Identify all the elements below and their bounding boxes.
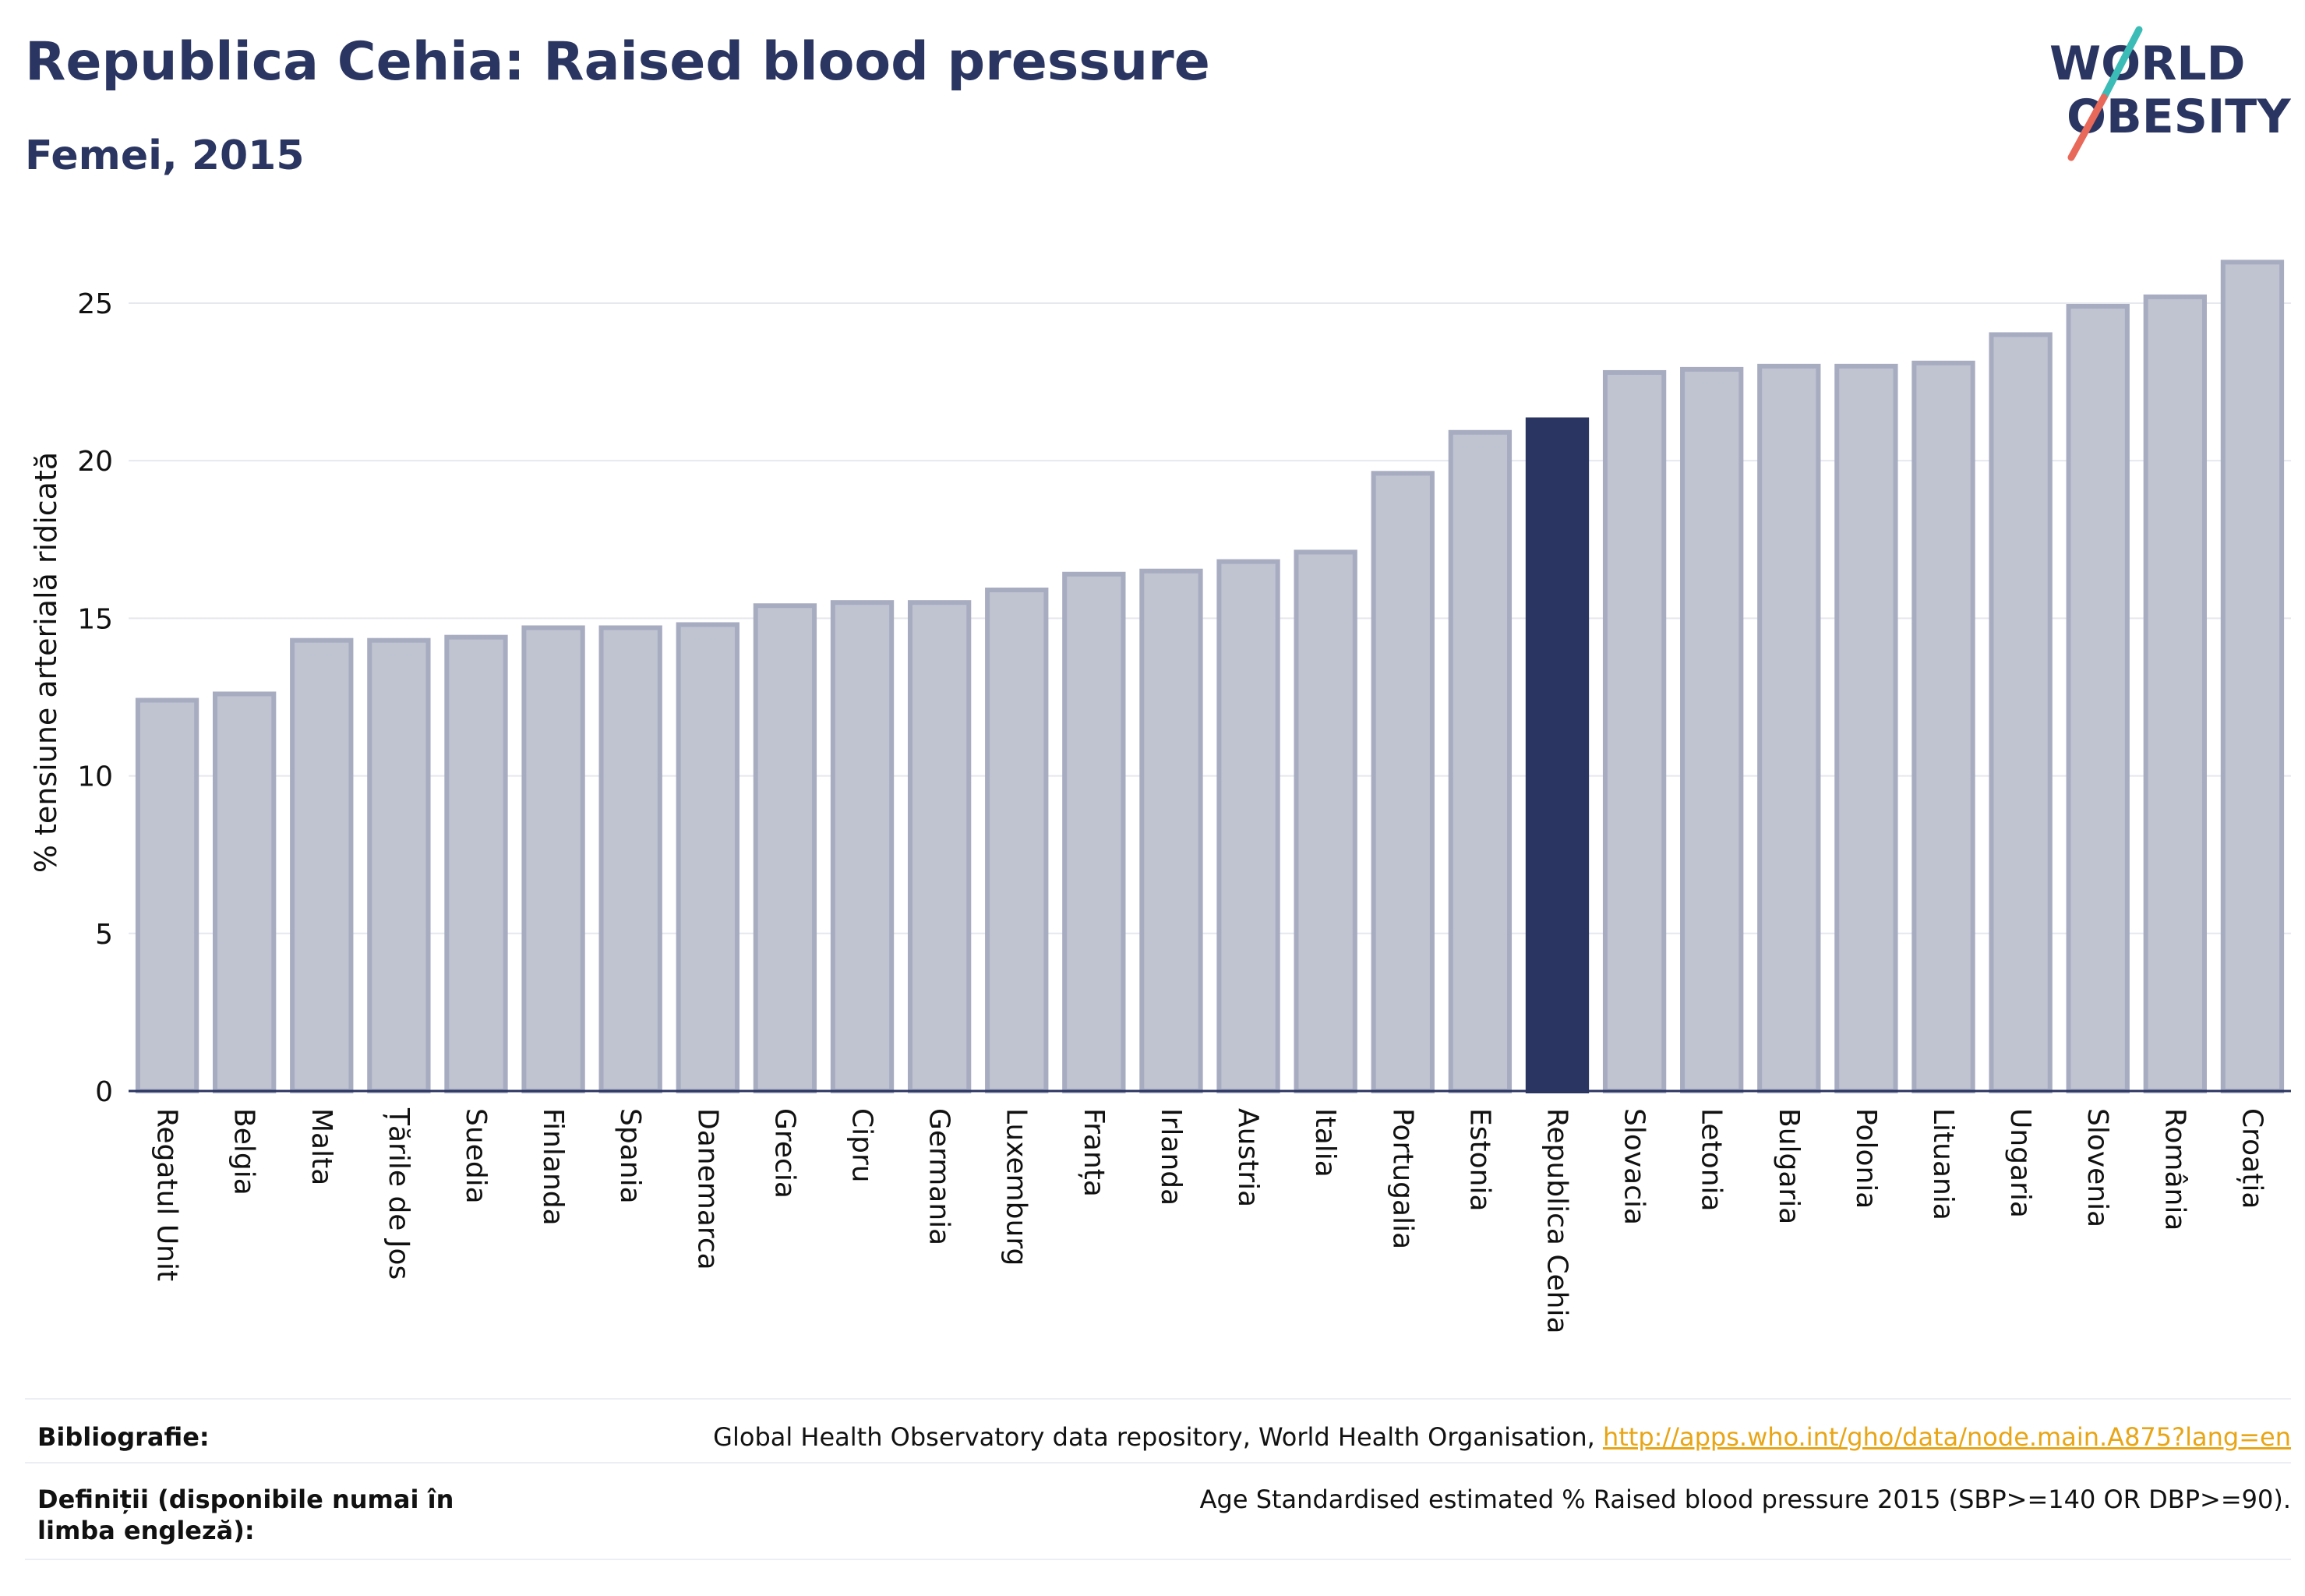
footer-divider-bottom [25, 1559, 2291, 1560]
x-tick-label: Germania [923, 1108, 955, 1245]
y-tick-label: 0 [95, 1076, 113, 1108]
bibliography-value: Global Health Observatory data repositor… [713, 1421, 2291, 1453]
bar [290, 637, 354, 1093]
bar [444, 634, 508, 1093]
x-tick-label: Spania [614, 1108, 646, 1204]
bar [1448, 429, 1513, 1093]
logo-line1: WORLD [2049, 37, 2245, 91]
x-tick-label: Slovenia [2081, 1108, 2113, 1227]
bibliography-text: Global Health Observatory data repositor… [713, 1422, 1603, 1452]
x-tick-label: România [2159, 1108, 2190, 1231]
bar [1757, 363, 1821, 1093]
y-tick-label: 25 [77, 288, 113, 320]
x-tick-label: Austria [1232, 1108, 1264, 1207]
x-tick-label: Suedia [460, 1108, 492, 1204]
x-tick-label: Lituania [1927, 1108, 1959, 1220]
x-axis-ticks: Regatul Unit Belgia Malta Țările de Jos Sued… [151, 1107, 2268, 1334]
bar [1371, 471, 1435, 1093]
x-tick-label: Finlanda [537, 1108, 569, 1226]
x-tick-label: Croația [2236, 1108, 2268, 1209]
definitions-value: Age Standardised estimated % Raised bloo… [1199, 1485, 2291, 1514]
logo-slash-coral [2067, 94, 2108, 161]
bar [2066, 304, 2130, 1093]
y-tick-label: 20 [77, 446, 113, 478]
x-tick-label: Italia [1309, 1108, 1341, 1178]
bar [1525, 417, 1590, 1093]
x-tick-label: Bulgaria [1773, 1108, 1805, 1224]
x-tick-label: Malta [305, 1108, 337, 1185]
bar [1062, 571, 1126, 1093]
x-tick-label: Ungaria [2004, 1108, 2036, 1218]
definitions-label: Definiții (disponibile numai în limba en… [37, 1485, 454, 1545]
x-tick-label: Franța [1078, 1108, 1110, 1197]
bar [1139, 568, 1203, 1093]
bar [367, 637, 431, 1093]
bar [521, 625, 585, 1093]
footer-divider-middle [25, 1462, 2291, 1464]
footer-divider-top [25, 1398, 2291, 1400]
y-tick-label: 5 [95, 919, 113, 951]
bibliography-row: Bibliografie: Global Health Observatory … [25, 1414, 2291, 1460]
y-tick-label: 10 [77, 761, 113, 793]
bars [135, 260, 2285, 1094]
bar-chart: 0 5 10 15 20 25 Regatul Unit Belgia Malta Țările… [29, 260, 2291, 1334]
x-tick-label: Letonia [1696, 1108, 1728, 1212]
world-obesity-logo: WORLD OBESITY [2049, 26, 2291, 161]
x-tick-label: Slovacia [1618, 1108, 1650, 1225]
y-tick-label: 15 [77, 603, 113, 635]
y-axis-label: % tensiune arterială ridicată [29, 452, 63, 873]
x-tick-label: Danemarca [691, 1108, 723, 1270]
x-tick-label: Țările de Jos [383, 1107, 415, 1280]
bar [2220, 260, 2285, 1093]
chart-subtitle: Femei, 2015 [25, 132, 305, 179]
bibliography-label: Bibliografie: [37, 1422, 210, 1452]
x-tick-label: Portugalia [1386, 1108, 1418, 1249]
x-tick-label: Polonia [1850, 1108, 1882, 1209]
logo-slash-teal [2100, 26, 2143, 101]
bar [1602, 369, 1667, 1093]
bar [1989, 332, 2053, 1094]
bar [1216, 559, 1280, 1093]
bar [135, 697, 199, 1093]
x-tick-label: Belgia [228, 1108, 260, 1195]
x-tick-label: Regatul Unit [151, 1108, 183, 1281]
x-tick-label: Estonia [1463, 1108, 1495, 1212]
bar [907, 600, 972, 1093]
bar [676, 622, 740, 1093]
y-axis-ticks: 0 5 10 15 20 25 [77, 288, 113, 1108]
definitions-row: Definiții (disponibile numai în limba en… [25, 1478, 2291, 1555]
bar [753, 603, 817, 1093]
bar [213, 691, 277, 1093]
bar [1680, 366, 1744, 1094]
x-tick-label: Cipru [846, 1108, 878, 1183]
x-tick-label: Luxemburg [1001, 1108, 1032, 1266]
bar [985, 587, 1049, 1093]
bar [598, 625, 662, 1093]
x-tick-label: Republica Cehia [1541, 1108, 1573, 1334]
x-tick-label: Irlanda [1155, 1108, 1187, 1206]
bar [2143, 294, 2207, 1094]
x-tick-label: Grecia [768, 1108, 800, 1199]
bar [1911, 360, 1975, 1093]
chart-title: Republica Cehia: Raised blood pressure [25, 31, 1210, 93]
bar [1294, 549, 1357, 1093]
bar [830, 600, 895, 1093]
bar [1834, 363, 1898, 1093]
bibliography-link[interactable]: http://apps.who.int/gho/data/node.main.A… [1602, 1422, 2291, 1452]
